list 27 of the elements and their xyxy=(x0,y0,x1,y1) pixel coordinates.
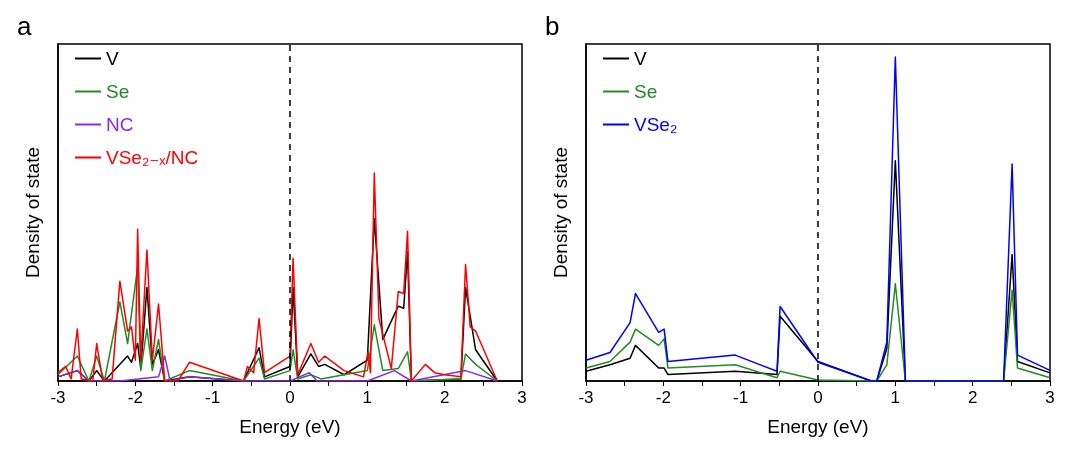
x-tick-label: -1 xyxy=(205,388,221,407)
legend-label: NC xyxy=(106,114,134,135)
chart-title: b xyxy=(545,11,560,41)
x-tick-label: -3 xyxy=(578,388,594,407)
x-tick-label: 1 xyxy=(890,388,901,407)
legend-label: VSe₂ xyxy=(634,114,678,135)
legend-label: Se xyxy=(634,81,658,102)
x-tick-label: 1 xyxy=(362,388,373,407)
x-axis-title: Energy (eV) xyxy=(767,416,869,437)
chart-title: a xyxy=(17,11,32,41)
x-tick-label: 0 xyxy=(285,388,295,407)
x-tick-label: -1 xyxy=(733,388,749,407)
legend-label: Se xyxy=(106,81,130,102)
x-tick-label: 2 xyxy=(439,388,450,407)
legend-label: VSe₂₋ₓ/NC xyxy=(106,147,199,168)
y-axis-title: Density of state xyxy=(22,147,43,278)
x-axis-title: Energy (eV) xyxy=(239,416,341,437)
x-tick-label: 0 xyxy=(813,388,823,407)
x-tick-label: -3 xyxy=(50,388,66,407)
x-tick-label: 3 xyxy=(517,388,527,407)
legend-label: V xyxy=(634,48,647,69)
x-tick-label: 2 xyxy=(967,388,978,407)
x-tick-label: -2 xyxy=(655,388,671,407)
legend-label: V xyxy=(106,48,119,69)
x-tick-label: 3 xyxy=(1045,388,1055,407)
x-tick-label: -2 xyxy=(127,388,143,407)
y-axis-title: Density of state xyxy=(550,147,571,278)
